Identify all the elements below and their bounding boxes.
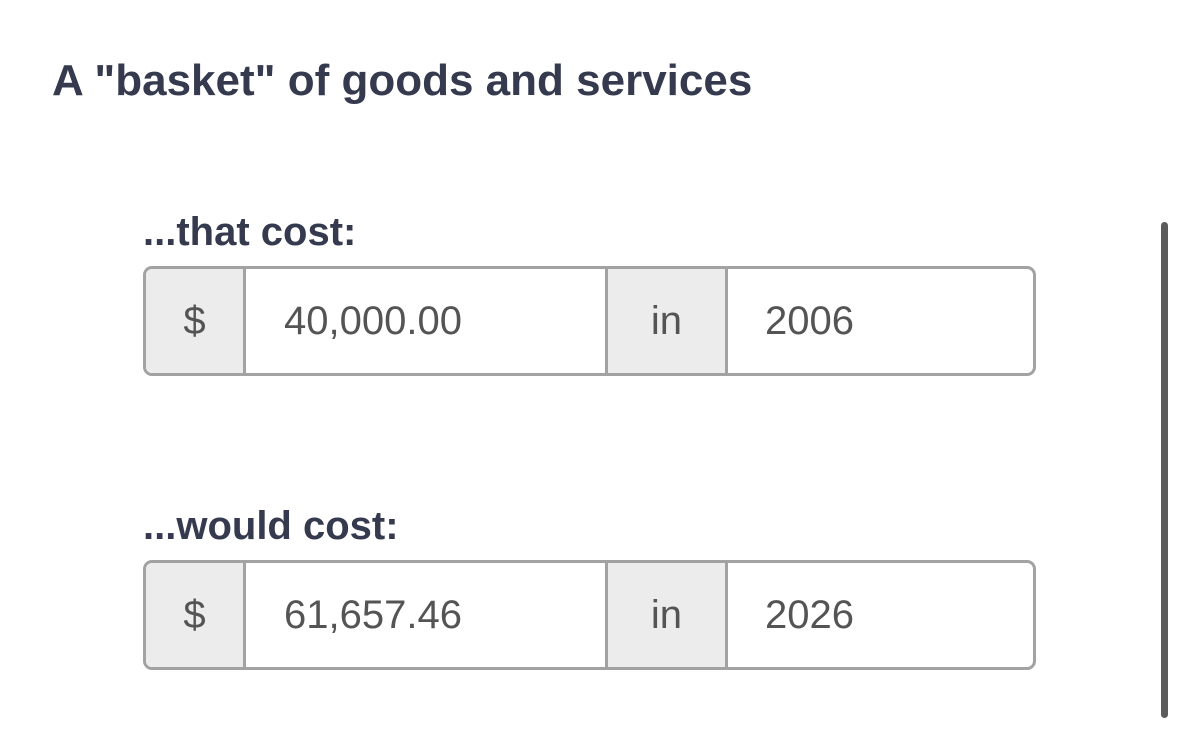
row-label: ...would cost:: [143, 504, 399, 548]
title: A "basket" of goods and services: [52, 56, 753, 105]
row-label: ...that cost:: [143, 210, 357, 254]
connector-addon: in: [608, 563, 728, 667]
currency-addon: $: [146, 563, 246, 667]
year-input[interactable]: 2026: [765, 592, 854, 637]
amount-input[interactable]: 40,000.00: [246, 269, 608, 373]
currency-addon: $: [146, 269, 246, 373]
connector-addon: in: [608, 269, 728, 373]
amount-input[interactable]: 61,657.46: [246, 563, 608, 667]
scrollbar[interactable]: [1161, 222, 1168, 718]
input-group: $ 61,657.46 in 2026: [143, 560, 1036, 670]
year-input[interactable]: 2006: [765, 298, 854, 343]
input-group: $ 40,000.00 in 2006: [143, 266, 1036, 376]
